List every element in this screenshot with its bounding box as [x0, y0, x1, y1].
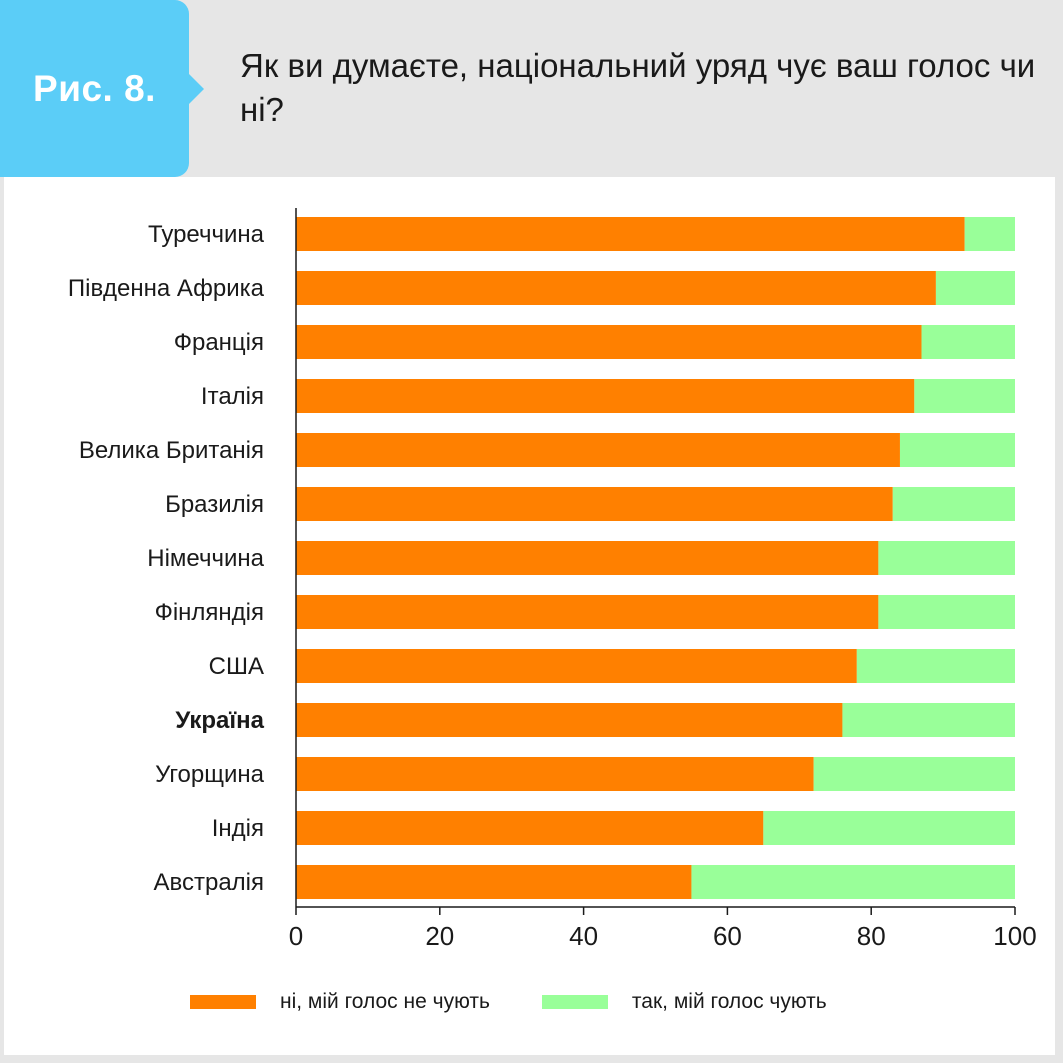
legend-item-no: ні, мій голос не чують	[190, 990, 490, 1014]
bar-no	[296, 487, 893, 521]
category-label: США	[209, 653, 264, 680]
x-tick-label: 100	[993, 921, 1036, 951]
bar-yes	[899, 433, 1015, 467]
bar-yes	[763, 811, 1015, 845]
x-tick-label: 60	[713, 921, 742, 951]
legend-swatch-yes	[541, 995, 608, 1009]
x-tick-label: 40	[569, 921, 598, 951]
bar-no	[296, 649, 857, 683]
bar-no	[296, 757, 814, 791]
bar-no	[296, 595, 879, 629]
legend-item-yes: так, мій голос чують	[541, 990, 827, 1014]
figure-badge: Рис. 8.	[0, 0, 204, 177]
legend-swatch-no	[190, 995, 256, 1009]
category-label: Індія	[212, 815, 264, 842]
category-label: Австралія	[153, 869, 264, 896]
bar-no	[296, 217, 965, 251]
bar-yes	[813, 757, 1015, 791]
x-tick-label: 20	[425, 921, 454, 951]
bar-yes	[878, 541, 1015, 575]
category-label: Франція	[174, 329, 264, 356]
bar-no	[296, 541, 879, 575]
bar-yes	[921, 325, 1015, 359]
bar-no	[296, 325, 922, 359]
bar-yes	[914, 379, 1015, 413]
figure-header: Рис. 8. Як ви думаєте, національний уряд…	[0, 0, 1063, 177]
category-label: Німеччина	[147, 545, 264, 572]
bar-no	[296, 379, 915, 413]
category-label: Бразилія	[165, 491, 264, 518]
category-label: Італія	[201, 383, 264, 410]
bar-yes	[892, 487, 1015, 521]
x-tick-label: 80	[857, 921, 886, 951]
chart-panel: Туреччина Південна Африка Франція Італія Вел…	[4, 177, 1055, 1055]
category-label: Туреччина	[148, 221, 265, 248]
category-label: Угорщина	[155, 761, 264, 788]
bar-yes	[842, 703, 1015, 737]
bar-yes	[878, 595, 1015, 629]
category-label: Фінляндія	[155, 599, 264, 626]
legend: ні, мій голос не чують так, мій голос чу…	[190, 984, 879, 1020]
bar-yes	[964, 217, 1015, 251]
bar-yes	[856, 649, 1015, 683]
x-tick-label: 0	[289, 921, 303, 951]
chart-title: Як ви думаєте, національний уряд чує ваш…	[240, 47, 1036, 128]
category-label: Південна Африка	[68, 275, 265, 302]
bar-no	[296, 865, 692, 899]
bar-no	[296, 433, 900, 467]
legend-label-no: ні, мій голос не чують	[280, 990, 490, 1013]
stacked-bar-chart: Туреччина Південна Африка Франція Італія Вел…	[68, 208, 1037, 951]
bar-no	[296, 703, 843, 737]
bar-yes	[691, 865, 1015, 899]
figure-label: Рис. 8.	[33, 67, 156, 109]
legend-label-yes: так, мій голос чують	[631, 990, 827, 1013]
category-label: Велика Британія	[79, 437, 264, 464]
bar-yes	[935, 271, 1015, 305]
bar-no	[296, 811, 764, 845]
bar-no	[296, 271, 936, 305]
category-label: Україна	[175, 707, 264, 734]
